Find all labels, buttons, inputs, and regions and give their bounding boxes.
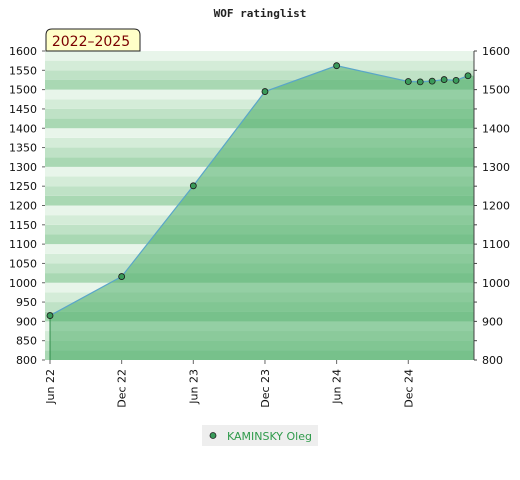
band	[45, 70, 474, 80]
period-badge: 2022–2025	[45, 28, 141, 52]
data-point	[404, 78, 412, 85]
x-axis: Jun 22 Dec 22 Jun 23 Dec 23 Jun 24 Dec 24	[44, 360, 415, 408]
data-point	[189, 182, 197, 190]
x-tick-label: Jun 22	[44, 369, 57, 405]
legend: KAMINSKY Oleg	[202, 425, 318, 446]
band	[45, 51, 474, 61]
left-tick-label: 1400	[9, 122, 37, 135]
left-tick-label: 850	[16, 335, 37, 348]
left-tick-label: 1500	[9, 84, 37, 97]
x-tick-label: Jun 24	[331, 369, 344, 405]
right-y-axis: 800 900 1000 1100 1200 1300 1400 1500 1600	[473, 45, 510, 367]
legend-box	[202, 425, 318, 446]
data-point	[261, 88, 269, 95]
data-point	[428, 77, 436, 85]
right-tick-label: 1500	[482, 84, 510, 97]
band	[45, 89, 474, 100]
data-point	[46, 312, 54, 319]
area-fill	[50, 65, 474, 361]
left-tick-label: 1000	[9, 277, 37, 290]
left-tick-label: 1150	[9, 219, 37, 232]
left-tick-label: 900	[16, 315, 37, 328]
left-tick-label: 1200	[9, 200, 37, 213]
data-point	[118, 273, 126, 280]
series-markers	[46, 62, 472, 319]
legend-marker	[209, 432, 217, 439]
right-tick-label: 1000	[482, 277, 510, 290]
left-tick-label: 1550	[9, 64, 37, 77]
data-point	[416, 78, 424, 86]
left-tick-label: 950	[16, 296, 37, 309]
data-point	[452, 76, 460, 84]
left-y-axis: 800 850 900 950 1000 1050 1100 1150 1200 1250 1300…	[9, 45, 45, 367]
x-tick-label: Dec 23	[259, 369, 272, 408]
legend-series-name: KAMINSKY Oleg	[227, 430, 312, 443]
data-point	[333, 62, 341, 70]
right-tick-label: 1100	[482, 238, 510, 251]
right-tick-label: 1400	[482, 122, 510, 135]
left-tick-label: 1100	[9, 238, 37, 251]
x-tick-label: Dec 24	[402, 369, 415, 408]
left-tick-label: 1300	[9, 161, 37, 174]
right-tick-label: 800	[482, 354, 503, 367]
band	[45, 79, 474, 90]
right-tick-label: 900	[482, 315, 503, 328]
right-tick-label: 1200	[482, 200, 510, 213]
period-label: 2022–2025	[52, 34, 130, 50]
left-tick-label: 1450	[9, 103, 37, 116]
left-tick-label: 1350	[9, 142, 37, 155]
right-tick-label: 1300	[482, 161, 510, 174]
band	[45, 60, 474, 71]
x-tick-label: Jun 23	[187, 369, 200, 405]
data-point	[440, 76, 448, 83]
left-tick-label: 800	[16, 354, 37, 367]
left-tick-label: 1250	[9, 180, 37, 193]
left-tick-label: 1050	[9, 257, 37, 270]
x-tick-label: Dec 22	[116, 369, 129, 408]
left-tick-label: 1600	[9, 45, 37, 58]
chart-title: WOF ratinglist	[214, 7, 307, 20]
right-tick-label: 1600	[482, 45, 510, 58]
data-point	[464, 72, 472, 80]
